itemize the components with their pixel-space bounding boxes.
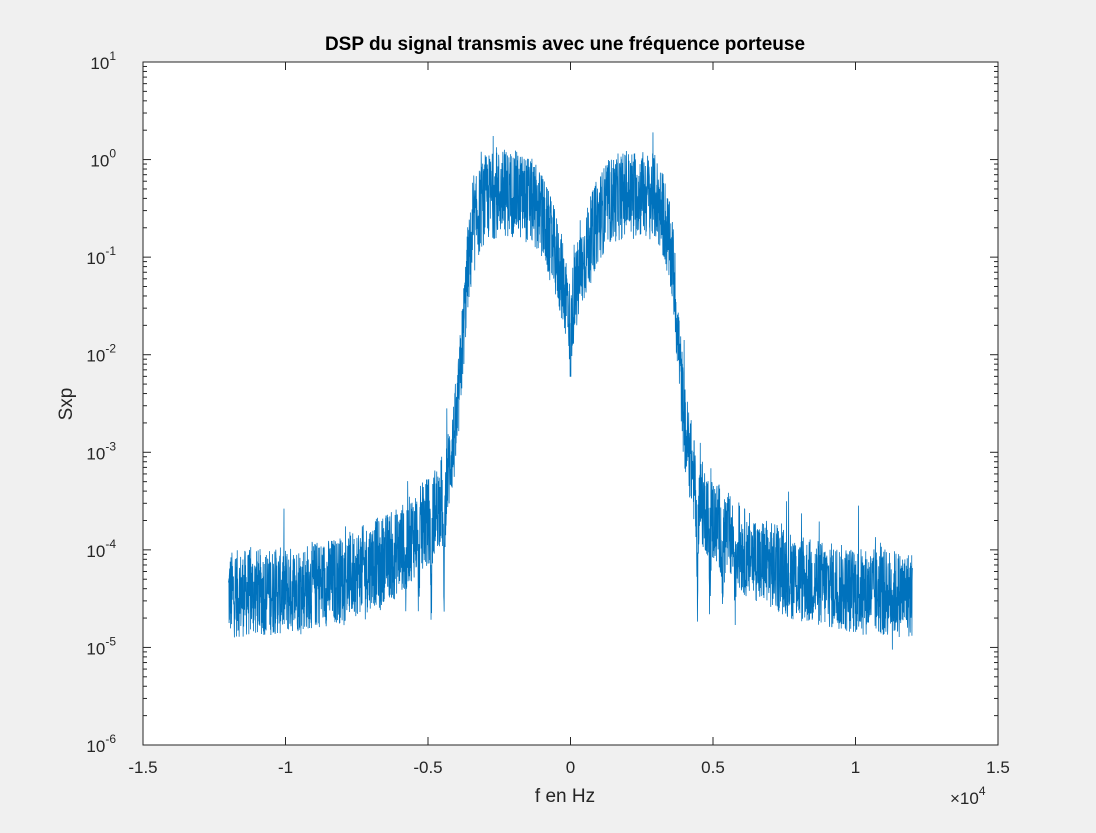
x-multiplier-base: ×10 [950, 789, 979, 808]
y-tick-label: 10-6 [86, 732, 116, 756]
y-tick-exponent: -4 [105, 537, 116, 551]
y-tick-exponent: 0 [109, 147, 116, 161]
y-tick-label: 10-5 [86, 634, 116, 658]
y-tick-base: 10 [86, 347, 105, 366]
x-tick-label: 0 [566, 758, 575, 777]
y-tick-exponent: -1 [105, 244, 116, 258]
y-tick-exponent: -6 [105, 732, 116, 746]
y-tick-exponent: -2 [105, 342, 116, 356]
x-multiplier-exponent: 4 [979, 784, 986, 798]
y-tick-exponent: -5 [105, 634, 116, 648]
x-tick-label: -1.5 [128, 758, 157, 777]
y-tick-base: 10 [86, 444, 105, 463]
chart-title: DSP du signal transmis avec une fréquenc… [325, 34, 805, 55]
y-tick-exponent: 1 [109, 49, 116, 63]
x-multiplier: ×104 [950, 784, 986, 808]
y-tick-label: 10-2 [86, 342, 116, 366]
y-tick-label: 10-1 [86, 244, 116, 268]
y-tick-base: 10 [86, 737, 105, 756]
x-tick-label: 1.5 [986, 758, 1010, 777]
y-tick-base: 10 [86, 542, 105, 561]
y-tick-base: 10 [86, 639, 105, 658]
y-tick-label: 10-4 [86, 537, 116, 561]
y-tick-base: 10 [90, 152, 109, 171]
series-layer [228, 132, 913, 650]
plot-area-background [143, 62, 998, 745]
y-tick-label: 101 [90, 49, 116, 73]
y-tick-base: 10 [90, 54, 109, 73]
x-axis-label: f en Hz [535, 786, 595, 807]
x-tick-label: -1 [278, 758, 293, 777]
psd-series-line [228, 132, 913, 650]
y-tick-exponent: -3 [105, 439, 116, 453]
x-tick-label: 1 [851, 758, 860, 777]
y-tick-base: 10 [86, 249, 105, 268]
x-tick-label: -0.5 [413, 758, 442, 777]
y-tick-label: 10-3 [86, 439, 116, 463]
y-axis-label: Sxp [56, 388, 77, 421]
ticks-layer [142, 61, 999, 746]
y-tick-label: 100 [90, 147, 116, 171]
labels-layer: -1.5 -1 -0.5 0 0.5 1 1.510-610-510-410-310-210… [86, 49, 1009, 777]
x-tick-label: 0.5 [701, 758, 725, 777]
